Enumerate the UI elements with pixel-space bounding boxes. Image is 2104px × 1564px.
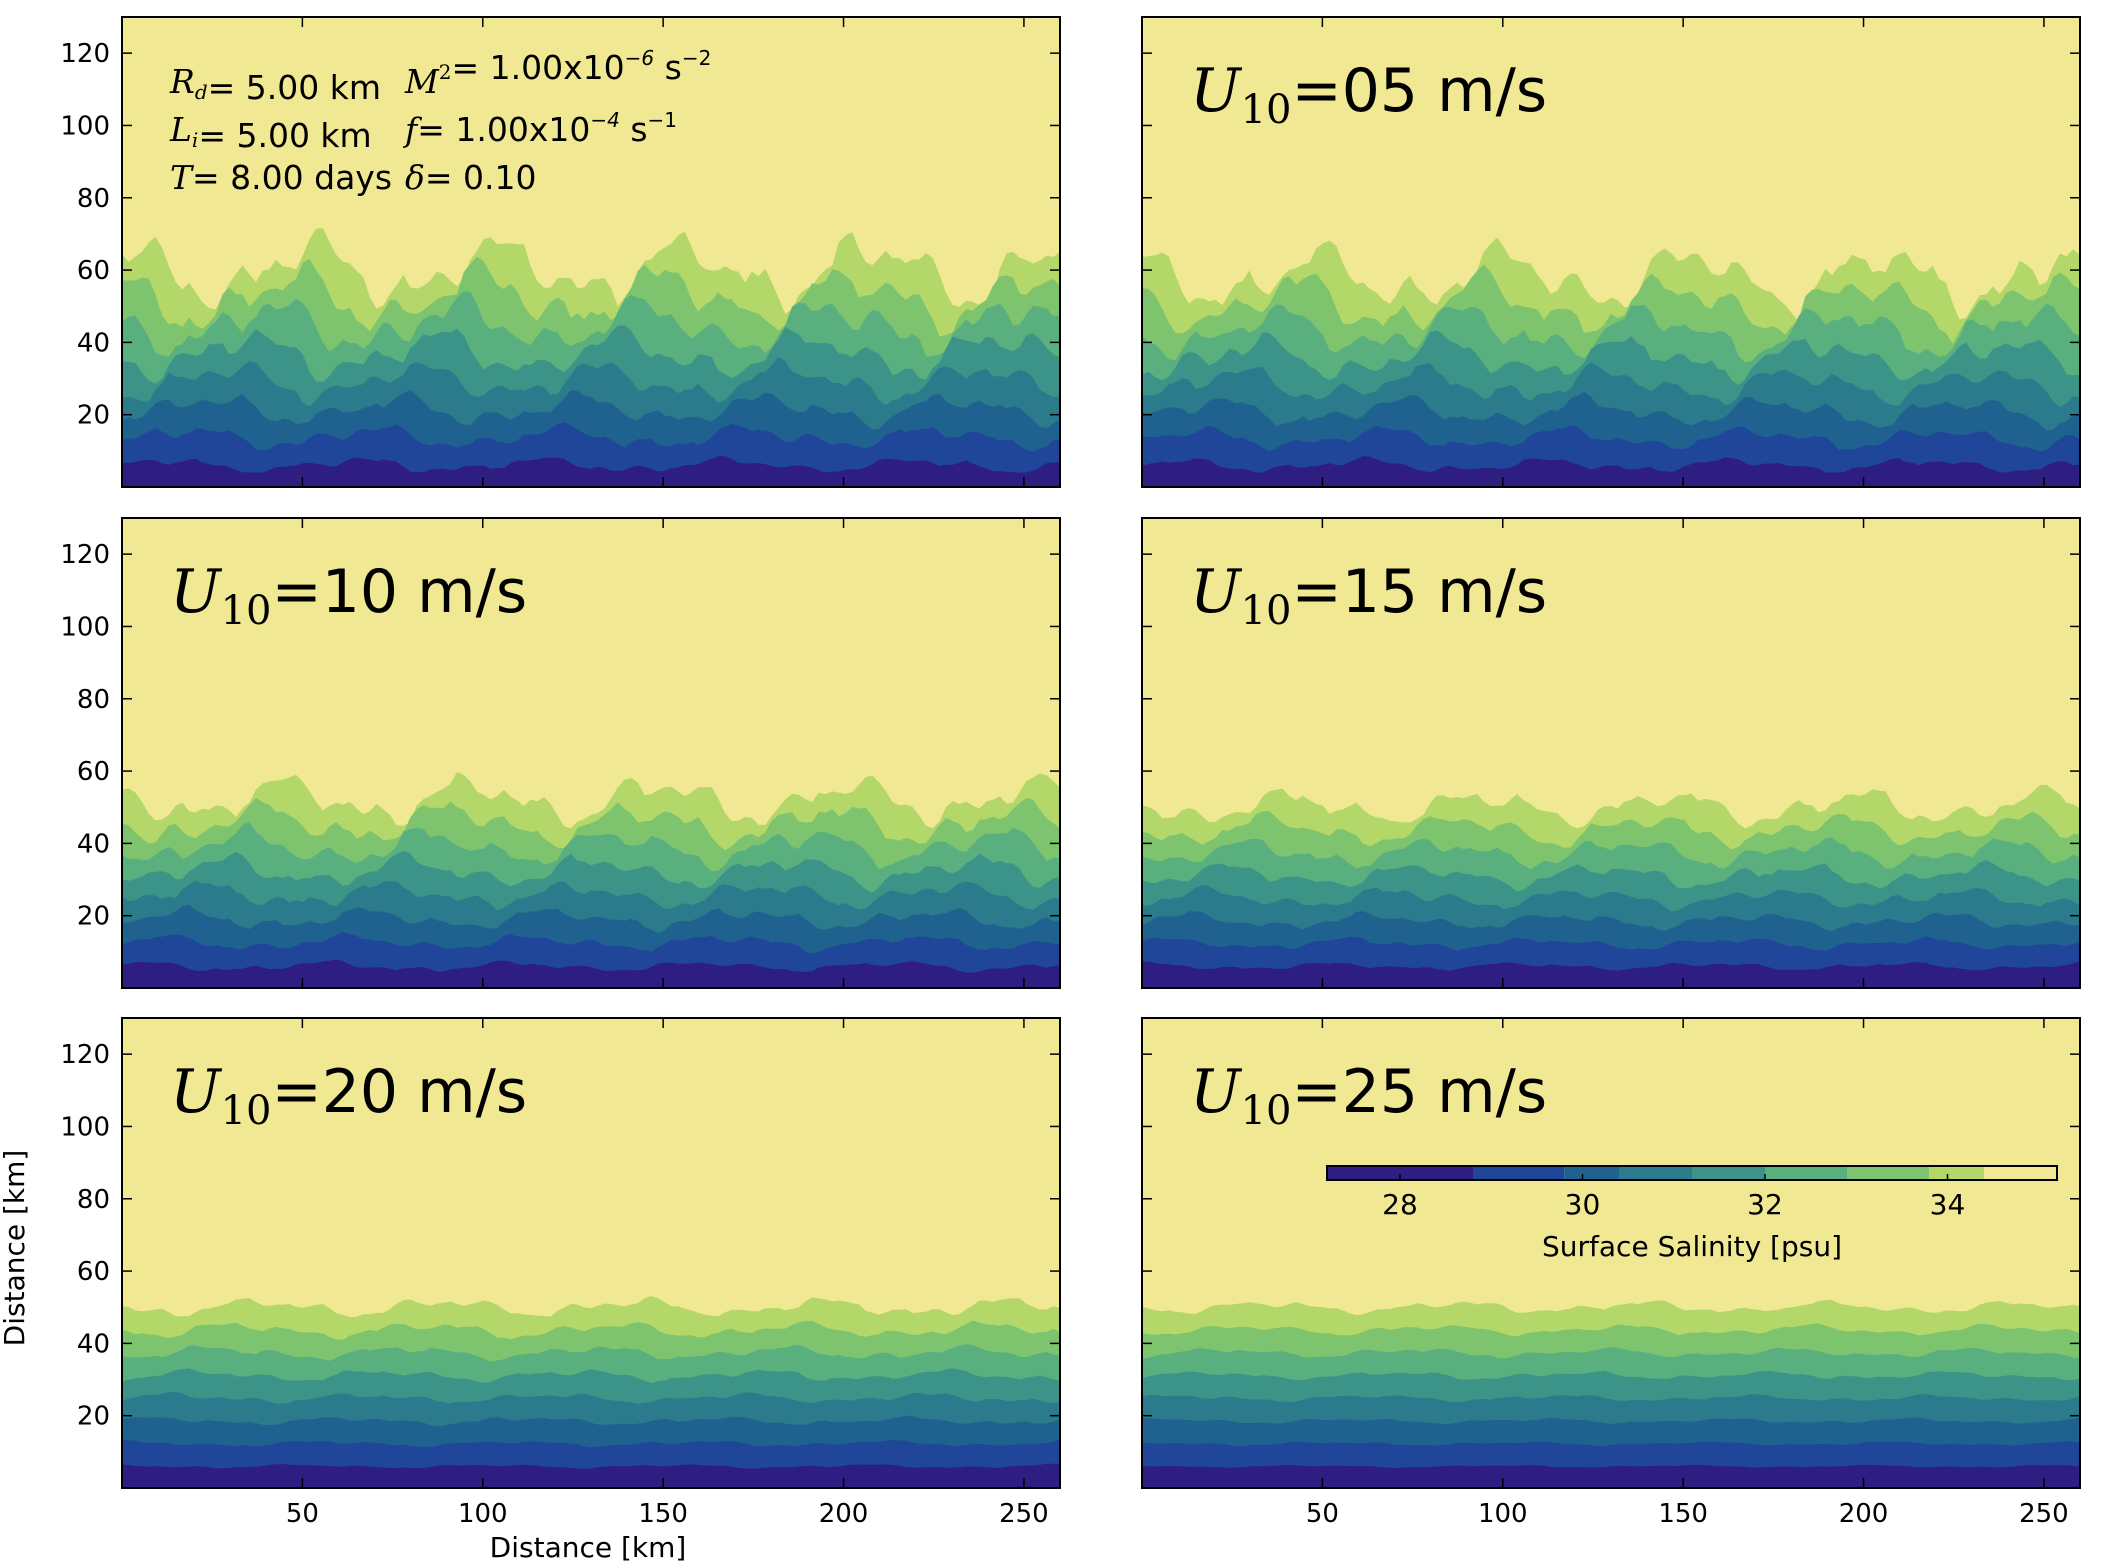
colorbar-segment — [1619, 1166, 1692, 1180]
colorbar-tick-label: 28 — [1382, 1188, 1418, 1221]
salinity-band — [1142, 1464, 2080, 1488]
y-tick-label: 60 — [77, 256, 110, 286]
y-axis-label: Distance [km] — [0, 1150, 31, 1347]
salinity-band — [1142, 961, 2080, 988]
axes-frame — [1141, 517, 2081, 989]
salinity-band — [122, 959, 1060, 988]
colorbar-segment — [1929, 1166, 1984, 1180]
colorbar-tick-label: 30 — [1565, 1188, 1601, 1221]
salinity-contours — [122, 1296, 1060, 1488]
parameter-text: T= 8.00 days — [170, 158, 392, 197]
colorbar-segment — [1327, 1166, 1473, 1180]
x-tick-label: 100 — [458, 1499, 508, 1529]
y-tick-label: 20 — [77, 902, 110, 932]
wind-speed-label: U10=20 m/s — [170, 1057, 527, 1134]
y-tick-label: 20 — [77, 1402, 110, 1432]
salinity-contours — [122, 228, 1060, 487]
colorbar-segment — [1564, 1166, 1619, 1180]
colorbar-segment — [1473, 1166, 1565, 1180]
colorbar-segment — [1984, 1166, 2057, 1180]
panel-grid: 20 40 60 80 100 120 Rd= 5.00 km M2= 1.00x10−6 s… — [60, 16, 2081, 1529]
axes-frame — [1141, 16, 2081, 488]
panel-2: U10=05 m/s — [1141, 16, 2081, 488]
salinity-contours — [1142, 784, 2080, 988]
y-tick-label: 120 — [60, 39, 110, 69]
y-tick-label: 80 — [77, 184, 110, 214]
axes-frame — [121, 16, 1061, 488]
y-tick-label: 40 — [77, 328, 110, 358]
colorbar-label: Surface Salinity [psu] — [1542, 1230, 1842, 1263]
x-tick-label: 50 — [1306, 1499, 1339, 1529]
parameter-block: Rd= 5.00 km M2= 1.00x10−6 s−2 Li= 5.00 km f… — [169, 46, 711, 197]
y-tick-label: 120 — [60, 540, 110, 570]
x-axis-label: Distance [km] — [490, 1531, 687, 1564]
figure-overlay: Distance [km] Distance [km] — [0, 1150, 686, 1564]
x-tick-label: 50 — [286, 1499, 319, 1529]
y-tick-label: 100 — [60, 612, 110, 642]
wind-speed-label: U10=15 m/s — [1190, 557, 1547, 634]
parameter-text: δ= 0.10 — [405, 158, 537, 197]
y-tick-label: 60 — [77, 757, 110, 787]
colorbar-tick-label: 34 — [1930, 1188, 1966, 1221]
salinity-band — [1142, 456, 2080, 487]
colorbar-segment — [1847, 1166, 1930, 1180]
colorbar-frame — [1326, 1165, 2058, 1181]
salinity-band — [122, 456, 1060, 487]
wind-speed-label: U10=10 m/s — [170, 557, 527, 634]
x-tick-label: 200 — [819, 1499, 869, 1529]
axes-frame — [121, 1017, 1061, 1489]
y-tick-label: 20 — [77, 401, 110, 431]
y-tick-label: 80 — [77, 1185, 110, 1215]
y-tick-label: 40 — [77, 829, 110, 859]
wind-speed-label: U10=25 m/s — [1190, 1057, 1547, 1134]
colorbar-segment — [1765, 1166, 1848, 1180]
y-tick-label: 60 — [77, 1257, 110, 1287]
y-tick-label: 100 — [60, 1112, 110, 1142]
parameter-text: Rd= 5.00 km — [169, 62, 381, 107]
parameter-text: f= 1.00x10−4 s−1 — [402, 108, 677, 149]
colorbar: 28 30 32 34 Surface Salinity [psu] — [1326, 1165, 2058, 1263]
colorbar-tick-label: 32 — [1747, 1188, 1783, 1221]
x-tick-label: 200 — [1839, 1499, 1889, 1529]
salinity-band — [122, 1463, 1060, 1488]
x-tick-label: 250 — [2019, 1499, 2069, 1529]
y-tick-label: 120 — [60, 1040, 110, 1070]
parameter-text: Li= 5.00 km — [169, 110, 372, 155]
y-tick-label: 100 — [60, 111, 110, 141]
salinity-contours — [1142, 1299, 2080, 1488]
x-tick-label: 150 — [638, 1499, 688, 1529]
salinity-contours — [122, 772, 1060, 988]
x-tick-label: 100 — [1478, 1499, 1528, 1529]
axes-frame — [1141, 1017, 2081, 1489]
axes-frame — [121, 517, 1061, 989]
y-tick-label: 40 — [77, 1329, 110, 1359]
panel-5: 50 100 150 200 250 20 40 60 80 100 120 U10=20 m/s — [60, 1017, 1061, 1529]
parameter-text: M2= 1.00x10−6 s−2 — [404, 46, 711, 101]
x-tick-label: 150 — [1658, 1499, 1708, 1529]
y-tick-label: 80 — [77, 685, 110, 715]
panel-3: 20 40 60 80 100 120 U10=10 m/s — [60, 517, 1061, 989]
panel-6: 50 100 150 200 250 U10=25 m/s 28 30 32 34 Surface … — [1141, 1017, 2081, 1529]
panel-4: U10=15 m/s — [1141, 517, 2081, 989]
salinity-contours — [1142, 237, 2080, 487]
x-tick-label: 250 — [999, 1499, 1049, 1529]
wind-speed-label: U10=05 m/s — [1190, 56, 1547, 133]
panel-1: 20 40 60 80 100 120 Rd= 5.00 km M2= 1.00x10−6 s… — [60, 16, 1061, 488]
colorbar-segment — [1692, 1166, 1765, 1180]
